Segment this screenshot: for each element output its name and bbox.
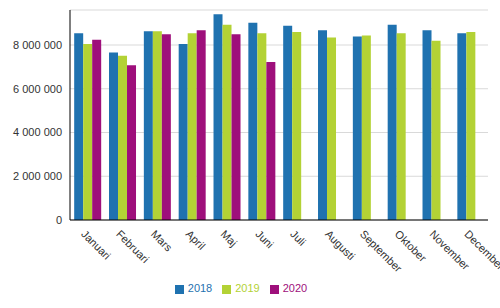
svg-text:Februari: Februari [114,228,151,265]
svg-text:Juli: Juli [288,228,308,248]
svg-text:Mars: Mars [149,228,175,254]
svg-text:0: 0 [56,214,62,226]
svg-text:November: November [427,227,472,273]
html-text:2018: 2018 [187,282,213,294]
svg-text:Oktober: Oktober [393,228,429,264]
svg-text:6 000 000: 6 000 000 [13,83,62,95]
svg-text:September: September [357,227,405,275]
svg-text:December: December [462,228,492,273]
svg-text:April: April [184,228,208,252]
html-text:2019: 2019 [235,282,260,294]
svg-text:8 000 000: 8 000 000 [13,39,62,51]
svg-text:4 000 000: 4 000 000 [13,126,62,138]
svg-text:Januari: Januari [79,228,113,262]
html-text:2020: 2020 [282,282,308,294]
svg-text:Juni: Juni [253,228,276,251]
svg-text:Maj: Maj [219,228,240,249]
svg-text:Augusti: Augusti [323,228,357,262]
svg-text:2 000 000: 2 000 000 [13,170,62,182]
